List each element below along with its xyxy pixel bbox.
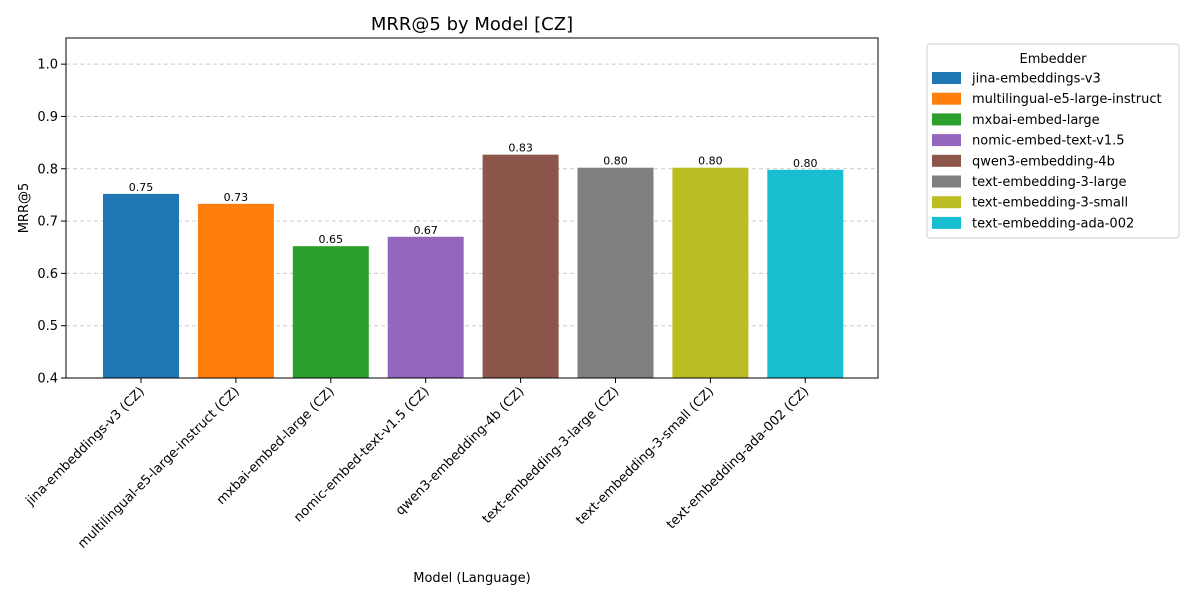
bar-value-label: 0.75: [129, 181, 154, 194]
bar-value-label: 0.80: [603, 155, 628, 168]
legend-swatch: [932, 92, 961, 105]
legend-swatch: [932, 196, 961, 209]
legend-entry-label: mxbai-embed-large: [972, 113, 1100, 128]
x-tick-label: multilingual-e5-large-instruct (CZ): [75, 384, 242, 551]
bar-value-label: 0.83: [508, 142, 533, 155]
legend-entry-label: jina-embeddings-v3: [971, 72, 1101, 87]
legend-entry-label: text-embedding-ada-002: [972, 216, 1134, 231]
bar: [482, 154, 559, 378]
y-tick-label: 0.9: [37, 110, 58, 125]
legend-entry-label: multilingual-e5-large-instruct: [972, 92, 1162, 107]
bar: [197, 203, 274, 378]
y-tick-label: 0.4: [37, 372, 58, 387]
chart-title: MRR@5 by Model [CZ]: [371, 14, 573, 35]
bar: [387, 236, 464, 378]
y-tick-label: 0.6: [37, 267, 58, 282]
y-tick-label: 0.8: [37, 162, 58, 177]
bar-value-label: 0.73: [224, 191, 249, 204]
bar-value-label: 0.67: [413, 224, 438, 237]
x-axis-label: Model (Language): [413, 571, 530, 586]
x-axis-ticks: jina-embeddings-v3 (CZ)multilingual-e5-l…: [23, 378, 812, 552]
legend-entry-label: text-embedding-3-large: [972, 175, 1126, 190]
legend-entry-label: text-embedding-3-small: [972, 196, 1128, 211]
legend-entry-label: nomic-embed-text-v1.5: [972, 134, 1125, 149]
bar: [577, 167, 654, 378]
bars: 0.75 0.73 0.65 0.67 0.83 0.80 0.80 0.80: [103, 142, 844, 378]
grid-lines: [66, 63, 878, 327]
y-axis-label: MRR@5: [17, 183, 32, 234]
y-axis-ticks: 0.4 0.5 0.6 0.7 0.8 0.9 1.0: [37, 58, 66, 387]
legend-title: Embedder: [1020, 52, 1088, 67]
bar: [103, 193, 179, 378]
bar: [672, 167, 749, 378]
bar: [292, 246, 369, 378]
legend-swatch: [932, 113, 961, 126]
plot-frame: [65, 37, 879, 379]
y-tick-label: 1.0: [37, 58, 58, 73]
bar-value-label: 0.65: [319, 233, 344, 246]
bar: [767, 169, 844, 378]
legend-swatch: [932, 216, 961, 229]
bar-value-label: 0.80: [698, 155, 723, 168]
legend-swatch: [932, 72, 961, 84]
legend-swatch: [932, 134, 961, 147]
legend-swatch: [932, 175, 961, 188]
y-tick-label: 0.7: [37, 215, 58, 230]
legend-entry-label: qwen3-embedding-4b: [972, 154, 1115, 169]
legend-swatch: [932, 154, 961, 167]
y-tick-label: 0.5: [37, 319, 58, 334]
legend: Embedder jina-embeddings-v3 multilingual-…: [926, 43, 1180, 239]
legend-entries: jina-embeddings-v3 multilingual-e5-large-…: [932, 72, 1162, 231]
bar-value-label: 0.80: [793, 157, 818, 170]
legend-frame: [926, 43, 1180, 239]
